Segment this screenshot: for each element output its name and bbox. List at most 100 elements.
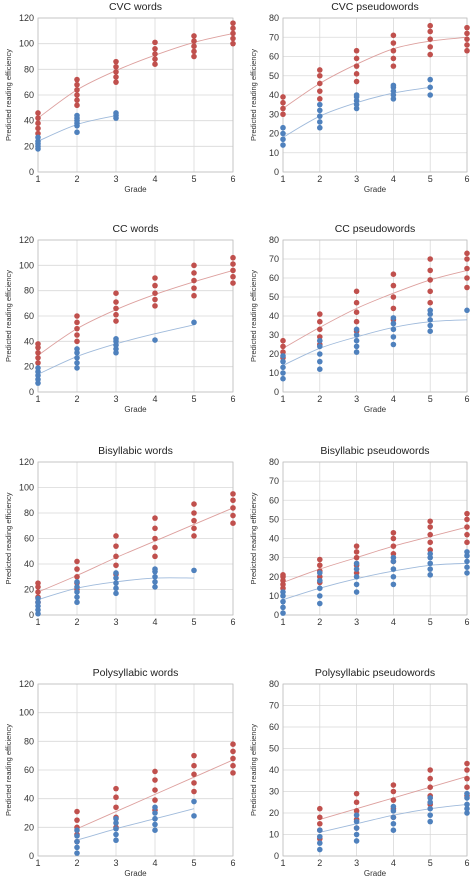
data-point [35, 341, 41, 347]
x-tick-label: 3 [113, 394, 118, 404]
plot-frame [37, 17, 234, 173]
data-point [427, 299, 434, 306]
data-point [35, 584, 41, 590]
data-point [390, 92, 397, 98]
data-point [427, 795, 434, 801]
data-point [427, 784, 434, 790]
data-point [353, 589, 360, 595]
data-point [230, 512, 236, 519]
data-point [74, 365, 80, 371]
data-point [152, 787, 158, 793]
data-point [427, 84, 434, 91]
data-point [113, 553, 119, 560]
data-point [152, 515, 158, 521]
x-tick-label: 1 [35, 617, 40, 627]
data-point [353, 838, 360, 844]
y-tick-label: 60 [24, 90, 34, 100]
x-tick-label: 3 [354, 617, 359, 627]
data-point [113, 74, 119, 80]
data-point [74, 355, 80, 361]
data-point [353, 97, 360, 104]
y-tick-label: 40 [24, 794, 34, 804]
data-point [74, 579, 80, 585]
data-point [152, 535, 158, 542]
data-point [74, 76, 80, 83]
data-point [390, 827, 397, 833]
data-point [317, 80, 323, 87]
x-tick-label: 2 [317, 617, 322, 627]
data-point [317, 96, 323, 102]
data-point [152, 579, 158, 585]
data-point [191, 813, 197, 819]
x-axis-label: Grade [124, 869, 147, 878]
data-point [390, 326, 397, 333]
data-point [191, 43, 197, 50]
y-tick-label: 0 [29, 167, 34, 177]
y-axis-label: Predicted reading efficiency [4, 49, 13, 141]
data-point [464, 42, 470, 48]
x-tick-label: 6 [230, 858, 235, 868]
data-point [230, 491, 236, 497]
data-point [230, 40, 236, 47]
x-tick-label: 1 [280, 394, 285, 404]
data-point [152, 566, 158, 572]
y-tick-label: 20 [269, 129, 279, 139]
data-point [390, 554, 397, 561]
data-point [230, 755, 236, 762]
data-point [230, 770, 236, 776]
data-point [230, 20, 236, 26]
y-axis-label: Predicted reading efficiency [4, 724, 13, 816]
data-point [280, 598, 286, 605]
data-point [191, 38, 197, 44]
y-tick-label: 60 [269, 722, 279, 732]
data-point [390, 803, 397, 810]
y-tick-label: 120 [19, 457, 34, 467]
data-point [427, 44, 434, 50]
y-tick-label: 20 [24, 822, 34, 832]
data-point [152, 290, 158, 297]
y-tick-label: 120 [19, 13, 34, 23]
data-point [353, 78, 360, 85]
data-point [353, 799, 360, 806]
y-tick-label: 60 [269, 495, 279, 505]
x-tick-label: 2 [74, 174, 79, 184]
data-point [317, 840, 323, 846]
data-point [464, 265, 470, 272]
data-point [113, 580, 119, 586]
y-tick-label: 10 [269, 368, 279, 378]
data-point [280, 353, 286, 359]
plot-frame [282, 239, 468, 393]
data-point [35, 130, 41, 137]
chart-title: Bisyllabic words [98, 445, 173, 457]
data-point [353, 560, 360, 567]
x-axis-label: Grade [364, 869, 387, 878]
data-point [280, 124, 286, 131]
data-point [152, 525, 158, 532]
trend-line [282, 269, 468, 349]
data-point [464, 552, 470, 559]
data-point [317, 827, 323, 833]
data-point [353, 101, 360, 108]
data-point [353, 566, 360, 572]
x-tick-label: 2 [74, 617, 79, 627]
data-point [74, 584, 80, 590]
data-point [191, 292, 197, 299]
data-point [74, 325, 80, 332]
data-point [230, 520, 236, 526]
data-point [113, 562, 119, 569]
data-point [230, 505, 236, 511]
x-tick-label: 3 [113, 174, 118, 184]
data-point [464, 760, 470, 767]
y-tick-label: 80 [269, 679, 279, 689]
y-tick-label: 100 [19, 260, 34, 270]
data-point [317, 107, 323, 114]
data-point [427, 524, 434, 530]
data-point [74, 97, 80, 103]
x-axis-label: Grade [124, 185, 147, 194]
y-tick-label: 30 [269, 330, 279, 340]
data-point [191, 780, 197, 786]
data-point [317, 366, 323, 373]
data-point [390, 797, 397, 803]
data-point [427, 767, 434, 773]
